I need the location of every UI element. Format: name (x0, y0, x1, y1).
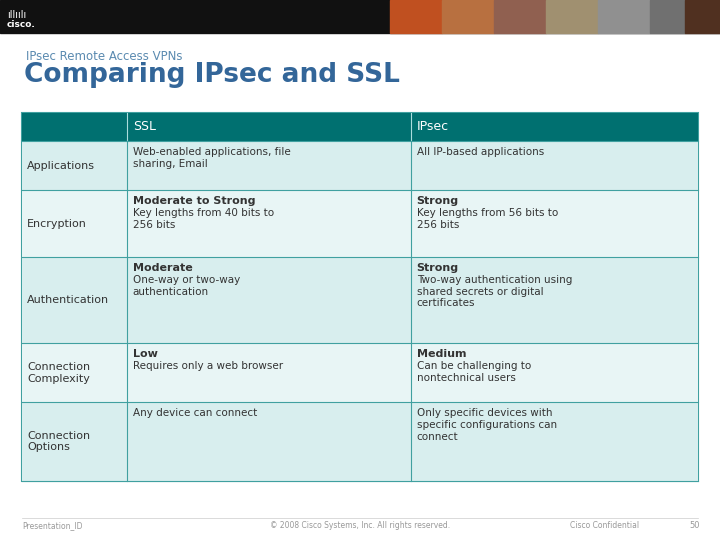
Bar (598, 0, 650, 33)
Text: Low: Low (132, 349, 158, 360)
Text: One-way or two-way
authentication: One-way or two-way authentication (132, 275, 240, 296)
Text: Two-way authentication using
shared secrets or digital
certificates: Two-way authentication using shared secr… (417, 275, 572, 308)
Bar (398, 4, 434, 29)
Bar (658, 4, 677, 29)
Bar (390, 0, 442, 33)
Text: Connection
Complexity: Connection Complexity (27, 362, 90, 384)
Text: Cisco Confidential: Cisco Confidential (570, 521, 639, 530)
Bar (22, 257, 698, 343)
Text: Strong: Strong (417, 196, 459, 206)
Text: © 2008 Cisco Systems, Inc. All rights reserved.: © 2008 Cisco Systems, Inc. All rights re… (270, 521, 450, 530)
Text: Moderate: Moderate (132, 263, 192, 273)
Text: Web-enabled applications, file
sharing, Email: Web-enabled applications, file sharing, … (132, 147, 291, 168)
Bar (450, 4, 486, 29)
Bar (22, 343, 698, 402)
Text: Key lengths from 56 bits to
256 bits: Key lengths from 56 bits to 256 bits (417, 208, 558, 230)
Text: Presentation_ID: Presentation_ID (22, 521, 83, 530)
Text: Comparing IPsec and SSL: Comparing IPsec and SSL (24, 62, 400, 88)
Text: Encryption: Encryption (27, 219, 87, 228)
Text: cisco.: cisco. (7, 20, 36, 29)
Bar (606, 4, 642, 29)
Text: 50: 50 (690, 521, 700, 530)
Text: Any device can connect: Any device can connect (132, 408, 257, 418)
Text: Strong: Strong (417, 263, 459, 273)
Text: IPsec: IPsec (417, 120, 449, 133)
Bar (685, 0, 720, 33)
Text: Requires only a web browser: Requires only a web browser (132, 361, 283, 372)
Bar (22, 113, 698, 141)
Bar (494, 0, 546, 33)
Text: Key lengths from 40 bits to
256 bits: Key lengths from 40 bits to 256 bits (132, 208, 274, 230)
Bar (22, 113, 698, 481)
Bar (502, 4, 538, 29)
Bar (22, 190, 698, 257)
Text: SSL: SSL (132, 120, 156, 133)
Text: IPsec Remote Access VPNs: IPsec Remote Access VPNs (26, 50, 182, 63)
Bar (0, 0, 720, 33)
Bar (22, 402, 698, 481)
Bar (554, 4, 590, 29)
Text: ıllıılı: ıllıılı (7, 10, 26, 20)
Text: Moderate to Strong: Moderate to Strong (132, 196, 256, 206)
Text: Applications: Applications (27, 160, 95, 171)
Text: Authentication: Authentication (27, 295, 109, 305)
Bar (693, 4, 712, 29)
Text: Can be challenging to
nontechnical users: Can be challenging to nontechnical users (417, 361, 531, 383)
Bar (442, 0, 494, 33)
Bar (22, 141, 698, 190)
Text: Medium: Medium (417, 349, 467, 360)
Text: All IP-based applications: All IP-based applications (417, 147, 544, 157)
Bar (546, 0, 598, 33)
Bar (650, 0, 685, 33)
Text: Only specific devices with
specific configurations can
connect: Only specific devices with specific conf… (417, 408, 557, 442)
Text: Connection
Options: Connection Options (27, 431, 90, 453)
